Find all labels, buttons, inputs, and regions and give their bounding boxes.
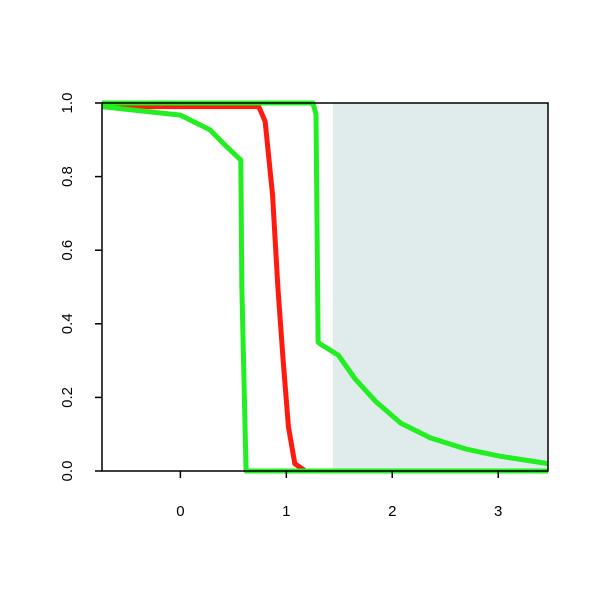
x-tick-label: 3 bbox=[494, 503, 502, 520]
line-series bbox=[101, 104, 548, 474]
y-tick-label: 1.0 bbox=[59, 93, 76, 114]
y-tick-label: 0.6 bbox=[59, 240, 76, 261]
y-tick-label: 0.0 bbox=[59, 461, 76, 482]
line-series bbox=[102, 104, 548, 474]
x-tick-label: 2 bbox=[388, 503, 396, 520]
x-tick-label: 1 bbox=[282, 503, 290, 520]
y-tick-label: 0.2 bbox=[59, 387, 76, 408]
y-tick-label: 0.8 bbox=[59, 166, 76, 187]
line-series bbox=[102, 100, 549, 467]
plot-frame bbox=[101, 102, 549, 472]
y-tick-label: 0.4 bbox=[59, 313, 76, 334]
x-tick-label: 0 bbox=[176, 503, 184, 520]
shaded-region bbox=[332, 103, 548, 471]
